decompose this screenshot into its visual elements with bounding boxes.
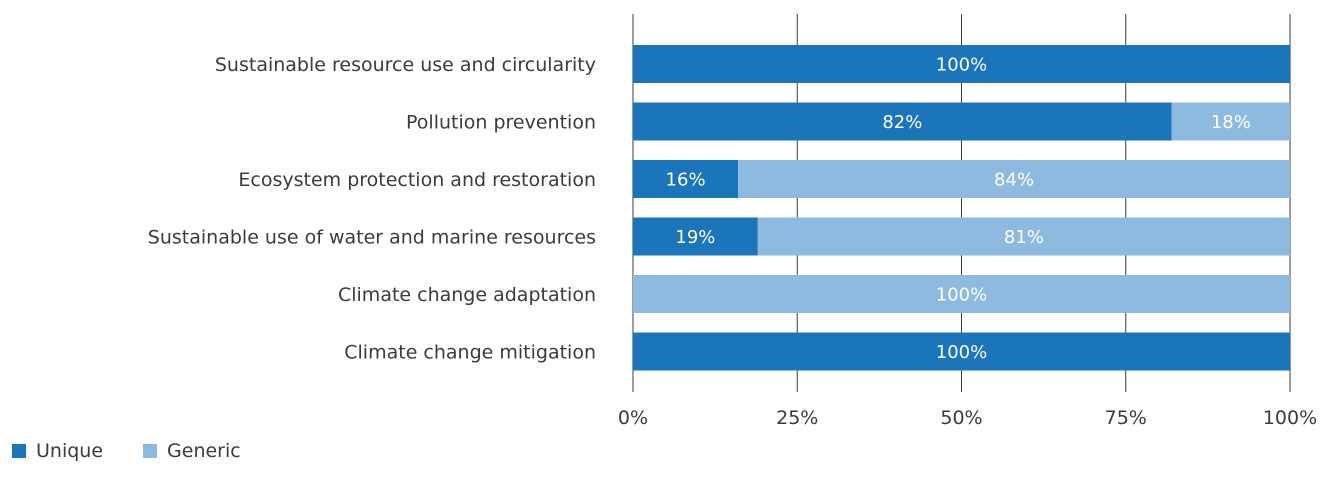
bar-generic-3	[757, 217, 1290, 256]
legend: Unique Generic	[12, 440, 281, 462]
bar-label-unique-0: 100%	[936, 55, 987, 76]
bar-label-unique-2: 16%	[666, 170, 706, 191]
category-label-5: Climate change mitigation	[344, 342, 596, 364]
bar-unique-1	[633, 102, 1172, 141]
bar-label-generic-1: 18%	[1211, 112, 1251, 133]
category-label-3: Sustainable use of water and marine reso…	[148, 227, 596, 249]
x-tick-label-4: 100%	[1263, 407, 1317, 429]
category-labels: Sustainable resource use and circularity…	[148, 54, 596, 364]
bar-unique-0	[633, 45, 1290, 83]
x-tick-labels: 0% 25% 50% 75% 100%	[618, 407, 1317, 429]
bar-generic-2	[738, 160, 1290, 198]
bar-labels: 100% 82% 18% 16% 84% 19% 81% 100% 100%	[666, 55, 1251, 364]
legend-label-unique: Unique	[36, 440, 104, 462]
x-tick-label-0: 0%	[618, 407, 648, 429]
x-tick-label-1: 25%	[776, 407, 818, 429]
bar-unique-2	[633, 160, 739, 198]
bar-unique-5	[633, 332, 1290, 371]
bar-label-unique-1: 82%	[882, 112, 922, 133]
legend-swatch-generic	[143, 444, 158, 458]
x-tick-label-3: 75%	[1105, 407, 1147, 429]
legend-item-generic: Generic	[143, 440, 241, 462]
legend-swatch-unique	[12, 444, 26, 458]
bar-label-generic-2: 84%	[994, 170, 1034, 191]
bar-label-unique-3: 19%	[675, 227, 715, 248]
bar-generic-4	[633, 275, 1290, 313]
bar-label-generic-4: 100%	[936, 285, 987, 306]
category-label-1: Pollution prevention	[406, 112, 596, 134]
category-label-0: Sustainable resource use and circularity	[215, 54, 596, 76]
bar-label-generic-3: 81%	[1004, 227, 1044, 248]
bar-unique-3	[633, 217, 758, 256]
legend-label-generic: Generic	[167, 440, 241, 462]
bar-label-unique-5: 100%	[936, 342, 987, 363]
x-tick-label-2: 50%	[940, 407, 982, 429]
category-label-2: Ecosystem protection and restoration	[238, 169, 596, 191]
legend-item-unique: Unique	[12, 440, 103, 462]
bar-generic-1	[1171, 102, 1290, 141]
bars	[633, 45, 1290, 371]
category-label-4: Climate change adaptation	[338, 284, 596, 306]
